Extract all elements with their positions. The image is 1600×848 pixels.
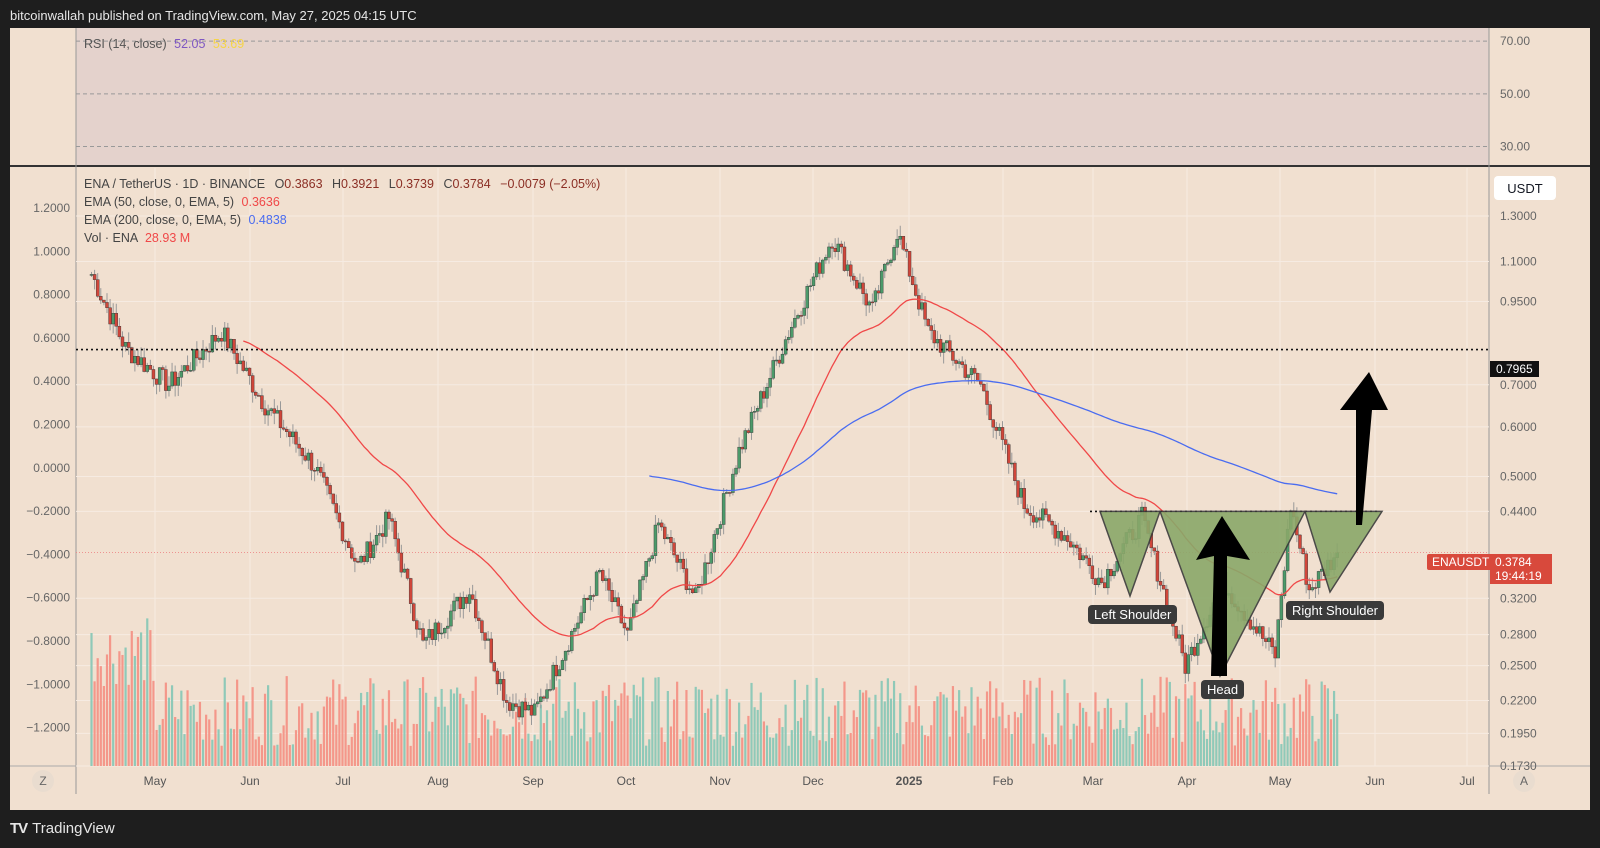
svg-text:50.00: 50.00 xyxy=(1500,87,1530,101)
svg-text:Jul: Jul xyxy=(335,774,350,788)
last-price-label: 0.3784 19:44:19 xyxy=(1490,554,1552,584)
svg-text:−0.6000: −0.6000 xyxy=(26,591,70,605)
svg-text:Apr: Apr xyxy=(1178,774,1197,788)
ema200-legend[interactable]: EMA (200, close, 0, EMA, 5) 0.4838 xyxy=(84,213,287,227)
volume-value: 28.93 M xyxy=(144,231,191,245)
svg-text:1.3000: 1.3000 xyxy=(1500,209,1537,223)
svg-text:Jun: Jun xyxy=(240,774,259,788)
svg-text:0.1950: 0.1950 xyxy=(1500,726,1537,740)
last-price: 0.3784 xyxy=(1495,555,1532,569)
symbol-title[interactable]: ENA / TetherUS · 1D · BINANCE xyxy=(84,177,266,191)
footer-brand[interactable]: TradingView xyxy=(32,820,115,837)
publish-bar: bitcoinwallah published on TradingView.c… xyxy=(10,8,417,23)
svg-text:0.1730: 0.1730 xyxy=(1500,759,1537,773)
left-shoulder-label: Left Shoulder xyxy=(1088,605,1178,624)
open-value: 0.3863 xyxy=(284,177,323,191)
svg-text:0.4000: 0.4000 xyxy=(33,374,70,388)
auto-scale-button[interactable]: A xyxy=(1513,770,1535,792)
symbol-price-tag: ENAUSDT xyxy=(1427,554,1495,570)
change-value: −0.0079 (−2.05%) xyxy=(500,177,601,191)
svg-text:Oct: Oct xyxy=(617,774,636,788)
inverse-head-shoulders-pattern xyxy=(1098,510,1384,678)
svg-text:0.2000: 0.2000 xyxy=(33,418,70,432)
svg-text:0.3200: 0.3200 xyxy=(1500,591,1537,605)
svg-text:Aug: Aug xyxy=(427,774,448,788)
head-label: Head xyxy=(1201,680,1245,699)
zoom-button[interactable]: Z xyxy=(32,770,54,792)
ema50-value: 0.3636 xyxy=(241,195,280,209)
low-value: 0.3739 xyxy=(395,177,434,191)
svg-text:1.1000: 1.1000 xyxy=(1500,255,1537,269)
footer: TV TradingView xyxy=(10,820,115,837)
svg-text:May: May xyxy=(1269,774,1292,788)
rsi-label: RSI (14, close) xyxy=(84,37,167,51)
svg-text:0.0000: 0.0000 xyxy=(33,461,70,475)
symbol-legend: ENA / TetherUS · 1D · BINANCE O0.3863 H0… xyxy=(84,177,601,191)
svg-text:0.2200: 0.2200 xyxy=(1500,693,1537,707)
svg-text:Sep: Sep xyxy=(522,774,544,788)
svg-text:0.5000: 0.5000 xyxy=(1500,470,1537,484)
rsi-legend: RSI (14, close) 52.05 53.69 xyxy=(84,37,244,51)
svg-text:1.2000: 1.2000 xyxy=(33,201,70,215)
tradingview-logo-icon: TV xyxy=(10,820,28,837)
svg-text:Mar: Mar xyxy=(1083,774,1104,788)
svg-text:70.00: 70.00 xyxy=(1500,34,1530,48)
currency-button[interactable]: USDT xyxy=(1494,176,1556,200)
svg-text:2025: 2025 xyxy=(896,774,923,788)
svg-text:0.8000: 0.8000 xyxy=(33,288,70,302)
svg-text:30.00: 30.00 xyxy=(1500,140,1530,154)
svg-text:0.6000: 0.6000 xyxy=(33,331,70,345)
close-value: 0.3784 xyxy=(452,177,491,191)
svg-text:−0.8000: −0.8000 xyxy=(26,634,70,648)
ema200-value: 0.4838 xyxy=(248,213,287,227)
svg-text:0.4400: 0.4400 xyxy=(1500,504,1537,518)
svg-text:Nov: Nov xyxy=(709,774,730,788)
svg-text:0.6000: 0.6000 xyxy=(1500,420,1537,434)
svg-text:Jun: Jun xyxy=(1365,774,1384,788)
ema50-legend[interactable]: EMA (50, close, 0, EMA, 5) 0.3636 xyxy=(84,195,280,209)
svg-text:Jul: Jul xyxy=(1459,774,1474,788)
svg-text:Dec: Dec xyxy=(802,774,823,788)
countdown: 19:44:19 xyxy=(1495,569,1542,583)
svg-text:−1.2000: −1.2000 xyxy=(26,721,70,735)
svg-text:0.9500: 0.9500 xyxy=(1500,295,1537,309)
rsi-ma-value: 53.69 xyxy=(212,37,245,51)
svg-text:May: May xyxy=(144,774,167,788)
svg-text:−0.2000: −0.2000 xyxy=(26,504,70,518)
right-shoulder-label: Right Shoulder xyxy=(1286,601,1384,620)
svg-text:1.0000: 1.0000 xyxy=(33,244,70,258)
svg-text:0.2500: 0.2500 xyxy=(1500,659,1537,673)
svg-text:Feb: Feb xyxy=(993,774,1014,788)
svg-text:−1.0000: −1.0000 xyxy=(26,677,70,691)
svg-text:0.2800: 0.2800 xyxy=(1500,628,1537,642)
high-value: 0.3921 xyxy=(341,177,380,191)
target-price-label: 0.7965 xyxy=(1490,361,1539,377)
svg-text:−0.4000: −0.4000 xyxy=(26,547,70,561)
volume-legend[interactable]: Vol · ENA 28.93 M xyxy=(84,231,191,245)
svg-text:0.7000: 0.7000 xyxy=(1500,378,1537,392)
rsi-value: 52.05 xyxy=(174,37,206,51)
